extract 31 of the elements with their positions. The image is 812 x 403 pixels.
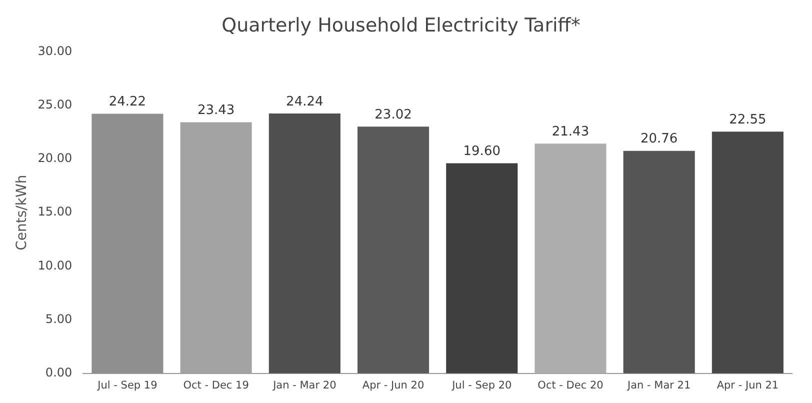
data-label: 23.02 (374, 108, 412, 122)
bar (623, 150, 695, 374)
y-tick-label: 20.00 (38, 151, 72, 166)
chart-title: Quarterly Household Electricity Tariff* (222, 14, 580, 36)
data-label: 21.43 (552, 124, 590, 140)
bar (446, 163, 518, 374)
x-tick-label: Jan - Mar 21 (626, 379, 691, 392)
y-tick-label: 5.00 (45, 312, 72, 326)
y-tick-label: 15.00 (38, 204, 72, 219)
x-tick-label: Jul - Sep 19 (96, 379, 158, 392)
x-tick-label: Apr - Jun 20 (362, 379, 424, 392)
x-tick-label: Apr - Jun 21 (716, 379, 779, 392)
bar (712, 132, 784, 374)
data-label: 20.76 (640, 132, 678, 147)
x-tick-label: Jan - Mar 20 (272, 379, 336, 392)
x-tick-label: Oct - Dec 20 (538, 379, 604, 392)
data-label: 22.55 (729, 112, 766, 128)
data-label: 19.60 (463, 144, 500, 160)
bar (268, 114, 340, 374)
x-tick-label: Jul - Sep 20 (451, 379, 512, 392)
y-tick-label: 10.00 (38, 258, 72, 272)
data-label: 23.43 (197, 103, 235, 118)
y-axis-title: Cents/kWh (14, 174, 30, 250)
bar (534, 144, 606, 374)
y-tick-label: 0.00 (45, 366, 72, 380)
bar (358, 126, 430, 374)
data-label: 24.24 (286, 94, 324, 110)
data-label: 24.22 (108, 94, 146, 110)
y-tick-label: 30.00 (38, 44, 72, 58)
x-tick-label: Oct - Dec 19 (183, 379, 249, 392)
y-tick-label: 25.00 (38, 98, 72, 112)
